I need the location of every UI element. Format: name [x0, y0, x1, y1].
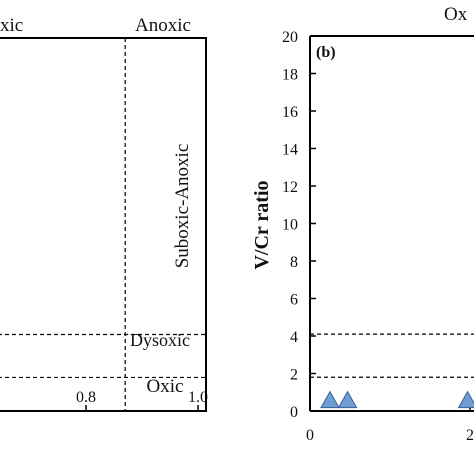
y-tick-label: 2: [290, 367, 298, 384]
region-label-dysoxic: Dysoxic: [130, 330, 190, 350]
region-label-oxic: Oxic: [147, 376, 184, 397]
x-tick-label: 0: [306, 427, 314, 444]
plot-frame: [0, 37, 207, 412]
y-tick-label: 8: [290, 254, 298, 271]
right-panel: Ox (b) V/Cr ratio 0 2 4 6 8 10 12 14 16 18 20 0 2: [251, 4, 474, 444]
data-point-triangle: [337, 390, 358, 409]
data-point-triangle: [457, 390, 474, 409]
y-tick-label: 0: [290, 404, 298, 421]
data-point-triangle: [320, 390, 340, 409]
y-axis-label: V/Cr ratio: [251, 180, 273, 269]
x-tick-label: 1.0: [188, 389, 208, 406]
y-tick-label: 16: [282, 104, 298, 121]
left-panel: xic Anoxic Suboxic-Anoxic Dysoxic Oxic 0…: [0, 15, 208, 412]
y-tick-label: 10: [282, 217, 298, 234]
region-label-oxic-top: xic: [0, 15, 23, 36]
y-tick-label: 18: [282, 67, 298, 84]
y-tick-label: 14: [282, 142, 298, 159]
y-tick-label: 20: [282, 29, 298, 46]
region-label-anoxic: Anoxic: [135, 15, 191, 36]
x-tick-label: 0.8: [76, 389, 96, 406]
region-label-suboxic-anoxic: Suboxic-Anoxic: [172, 144, 193, 269]
region-label-oxic-top: Ox: [444, 4, 468, 25]
panel-label: (b): [316, 44, 336, 61]
y-tick-label: 12: [282, 179, 298, 196]
y-tick-label: 4: [290, 329, 298, 346]
x-tick-label: 2: [466, 427, 474, 444]
y-tick-label: 6: [290, 292, 298, 309]
